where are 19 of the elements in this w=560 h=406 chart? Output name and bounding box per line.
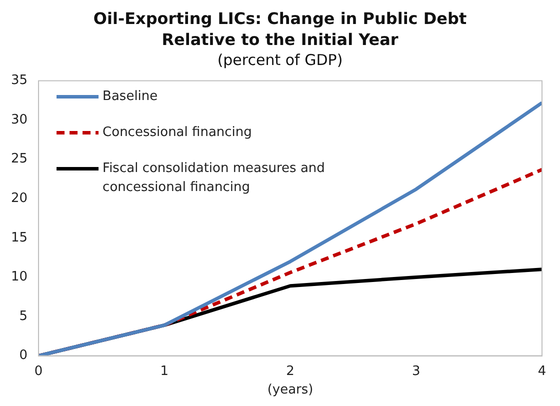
legend-label: Concessional financing [102,125,252,140]
y-tick-label: 35 [10,73,28,88]
y-tick-label: 20 [10,191,28,206]
legend-label: Baseline [102,89,158,104]
x-axis-title: (years) [267,382,314,398]
x-tick-label: 4 [538,364,546,379]
chart-title: Oil-Exporting LICs: Change in Public Debt Relative to the Initial Year [92,8,468,50]
y-tick-label: 5 [19,308,28,324]
x-tick-label: 3 [412,364,420,379]
x-tick-label: 1 [160,364,169,379]
x-tick-label: 0 [34,364,43,379]
y-tick-label: 15 [10,230,28,246]
x-tick-label: 2 [286,364,294,379]
legend-label: Fiscal consolidation measures and concessional financing [102,161,325,196]
y-tick-label: 0 [19,348,28,364]
y-tick-label: 25 [10,152,28,167]
y-tick-label: 30 [10,112,28,128]
chart-subtitle: (percent of GDP) [216,50,344,70]
y-tick-label: 10 [10,270,28,285]
